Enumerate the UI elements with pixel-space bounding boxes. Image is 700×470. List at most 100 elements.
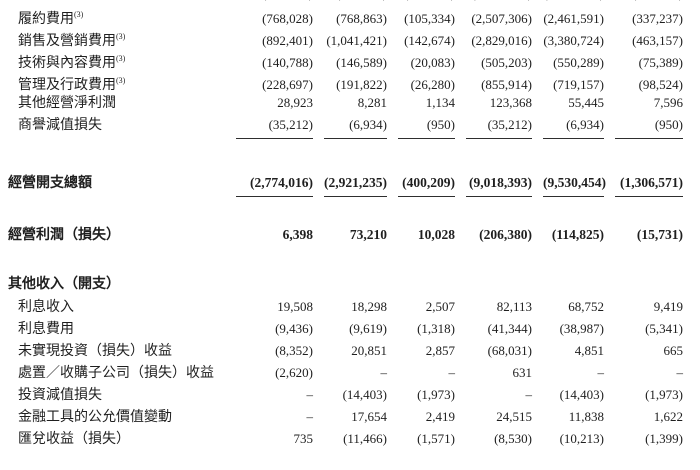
value-text: (2,829,016)	[471, 33, 532, 48]
value-cell: (98,524)	[604, 74, 683, 96]
row-label-text: 經營開支總額	[8, 176, 92, 191]
value-cell: (1,571)	[387, 428, 455, 450]
value-text: (9,530,454)	[543, 172, 606, 197]
value-cell: (719,157)	[532, 74, 604, 96]
value-cell: (105,334)	[387, 8, 455, 30]
value-cell: 4,851	[532, 340, 604, 362]
value-cell: (1,041,421)	[313, 30, 387, 52]
row-label-text: 管理及行政費用	[18, 78, 116, 93]
row-label: 經營利潤（損失）	[0, 225, 225, 247]
value-cell: (0,000,000)	[455, 0, 532, 4]
value-text: (1,041,421)	[326, 33, 387, 48]
value-cell: (9,619)	[313, 318, 387, 340]
row-label: 匯兌收益（損失）	[0, 429, 225, 451]
value-cell: (9,436)	[225, 318, 313, 340]
sec-total: 經營開支總額 (2,774,016) (2,921,235) (400,209) (9,…	[0, 172, 700, 197]
value-text: (14,403)	[559, 387, 604, 402]
value-text: (2,774,016)	[236, 172, 313, 197]
row-label: 其他收入（開支）	[0, 274, 225, 296]
value-cell: 8,281	[313, 92, 387, 114]
value-text: (1,318)	[417, 321, 455, 336]
value-cell: (142,674)	[387, 30, 455, 52]
row-label-text: 利息收入	[18, 300, 74, 315]
value-text: (98,524)	[638, 77, 683, 92]
value-text: 24,515	[496, 409, 532, 424]
value-cell: (191,822)	[313, 74, 387, 96]
value-text: (855,914)	[481, 77, 532, 92]
value-cell: (768,863)	[313, 8, 387, 30]
value-cell: (000,000)	[225, 0, 313, 4]
value-text: (35,212)	[466, 114, 532, 139]
value-cell: 123,368	[455, 92, 532, 114]
table-row: 金融工具的公允價值變動 – 17,654 2,419 24,515 11,838 1,622	[0, 406, 700, 428]
value-text: (142,674)	[404, 33, 455, 48]
value-cell: (463,157)	[604, 30, 683, 52]
value-text: (6,934)	[324, 114, 387, 139]
table-row: 利息費用 (9,436) (9,619) (1,318) (41,344) (38,987…	[0, 318, 700, 340]
row-label: 未實現投資（損失）收益	[0, 341, 225, 363]
row-label: 技術與內容費用(3)	[0, 48, 225, 75]
value-text: 2,857	[425, 343, 455, 358]
row-label-text: 其他收入（開支）	[8, 277, 120, 292]
value-cell: (5,341)	[604, 318, 683, 340]
financial-statement-table: (000,000) (000,000) (000,000) (0,000,000) (0…	[0, 0, 700, 451]
value-cell: (1,306,571)	[604, 172, 683, 197]
value-text: 19,508	[277, 299, 313, 314]
value-cell: –	[313, 362, 388, 384]
table-row: 履約費用(3) (768,028) (768,863) (105,334) (2,507…	[0, 4, 700, 27]
value-cell: (14,403)	[313, 384, 387, 406]
value-text: (114,825)	[551, 227, 604, 242]
table-row: 投資減值損失 – (14,403) (1,973) – (14,403) (1,973)	[0, 384, 700, 406]
value-text: (75,389)	[638, 55, 683, 70]
row-label: 履約費用(3)	[0, 4, 225, 31]
row-label-text: 銷售及營銷費用	[18, 34, 116, 49]
value-text: 17,654	[351, 409, 387, 424]
value-cell: 1,134	[387, 92, 455, 114]
footnote-superscript: (3)	[74, 10, 84, 19]
value-cell: (2,507,306)	[455, 8, 532, 30]
value-text: 8,281	[357, 95, 387, 110]
value-text: (6,934)	[543, 114, 604, 139]
value-text: (337,237)	[632, 11, 683, 26]
value-cell: (9,018,393)	[455, 172, 532, 197]
value-text: 1,134	[425, 95, 455, 110]
table-row-total: 經營利潤（損失） 6,398 73,210 10,028 (206,380) (114,8…	[0, 224, 700, 246]
value-cell: (206,380)	[455, 224, 532, 246]
value-text: (41,344)	[487, 321, 532, 336]
value-cell: (550,289)	[532, 52, 604, 74]
value-text: (14,403)	[342, 387, 387, 402]
row-label: 利息收入	[0, 297, 225, 319]
table-row: 未實現投資（損失）收益 (8,352) 20,851 2,857 (68,031) 4,8…	[0, 340, 700, 362]
value-cell: (000,000)	[387, 0, 455, 4]
table-row-total: 其他收入（開支）	[0, 274, 700, 296]
value-text: (20,083)	[410, 55, 455, 70]
footnote-superscript: (3)	[116, 32, 126, 41]
value-text: (38,987)	[559, 321, 604, 336]
value-text: (768,028)	[262, 11, 313, 26]
value-cell: (9,530,454)	[532, 172, 606, 197]
value-cell: 24,515	[455, 406, 532, 428]
value-cell: –	[532, 362, 605, 384]
value-text: (11,466)	[343, 431, 387, 446]
value-text: 10,028	[417, 227, 455, 242]
value-text: 73,210	[349, 227, 387, 242]
value-cell: (6,934)	[313, 114, 387, 139]
row-label-text: 其他經營淨利潤	[18, 96, 116, 111]
value-cell: (1,973)	[604, 384, 683, 406]
value-text: 1,622	[653, 409, 683, 424]
value-cell: (26,280)	[387, 74, 455, 96]
value-cell: (855,914)	[455, 74, 532, 96]
value-text: (400,209)	[398, 172, 455, 197]
value-text: 735	[293, 431, 314, 446]
table-row: 管理及行政費用(3) (228,697) (191,822) (26,280) (855…	[0, 70, 700, 93]
value-cell: (892,401)	[225, 30, 313, 52]
value-text: (950)	[615, 114, 683, 139]
value-text: –	[676, 365, 684, 380]
value-text: (3,380,724)	[543, 33, 604, 48]
value-text: 4,851	[574, 343, 604, 358]
value-cell: 665	[604, 340, 684, 362]
value-text: (140,788)	[262, 55, 313, 70]
row-label: 商譽減值損失	[0, 115, 225, 137]
value-cell: 19,508	[225, 296, 313, 318]
value-text: 68,752	[568, 299, 604, 314]
